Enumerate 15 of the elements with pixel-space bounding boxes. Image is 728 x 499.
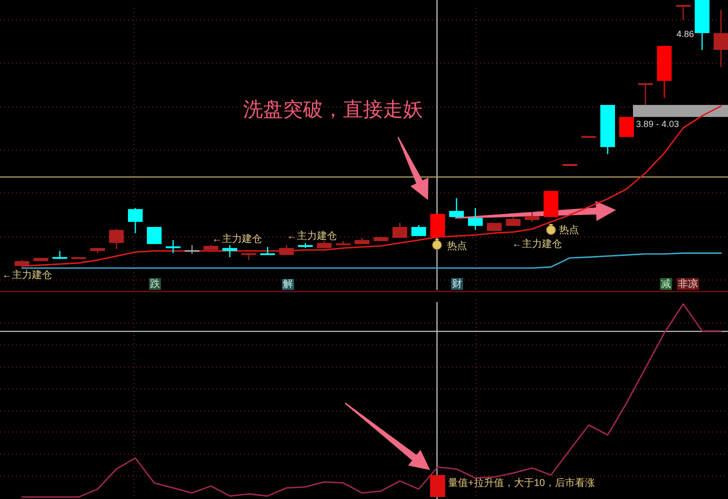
annotation: 财: [451, 278, 463, 290]
annotation: 跌: [149, 278, 161, 290]
annotation: 热点: [447, 241, 467, 252]
annotation: 量值+拉升值，大于10，后市看涨: [448, 478, 595, 489]
annotation: 热点: [559, 225, 579, 236]
annotation: 洗盘突破，直接走妖: [243, 99, 423, 121]
annotation: 非凉: [677, 278, 699, 290]
annotation: 解: [282, 279, 294, 290]
annotation: ←主力建仓: [2, 270, 52, 281]
annotation: 4.86: [676, 29, 694, 39]
annotation: ←主力建仓: [212, 234, 262, 245]
annotation: 减: [660, 278, 672, 290]
band-label: 3.89 - 4.03: [636, 118, 680, 129]
annotation: ←主力建仓: [512, 239, 562, 250]
annotation: ←主力建仓: [287, 231, 337, 242]
